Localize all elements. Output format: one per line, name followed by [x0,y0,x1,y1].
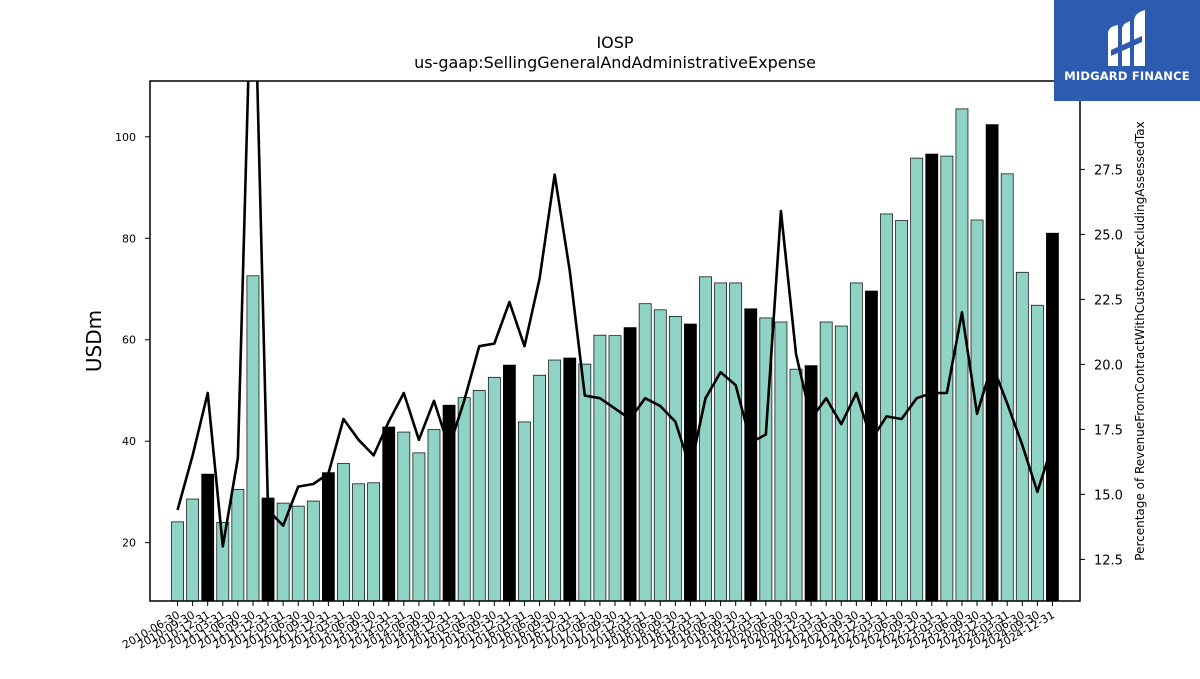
bar [367,482,381,602]
bar [925,153,939,602]
bar [1046,232,1059,602]
bar [910,157,924,602]
bar [834,325,848,602]
bar [457,397,471,602]
y-axis-label: USDm [82,310,106,372]
left-axis: 20 40 60 80 100 [115,131,150,550]
bar [865,290,878,602]
bar [714,282,727,602]
bar [322,472,335,602]
y-tick-label: 80 [122,232,136,245]
bar [819,321,833,602]
brand-logo-text: MIDGARD FINANCE [1064,69,1190,83]
chart-title: IOSP [596,33,633,52]
bar [518,421,531,602]
bar [548,359,562,602]
y2-tick-label: 15.0 [1094,488,1123,503]
bar [337,463,350,602]
bar [472,390,486,602]
y-tick-label: 60 [122,334,136,347]
bar [201,473,215,602]
y2-axis-label: Percentage of RevenueFromContractWithCus… [1133,121,1147,560]
y-tick-label: 20 [122,537,136,550]
bar [563,357,577,602]
bar [638,303,652,602]
bar [940,155,954,602]
bar [352,483,365,602]
ratio-line [176,81,1054,548]
brand-logo: MIDGARD FINANCE [1054,0,1200,101]
bar [699,276,712,602]
bar [231,489,245,602]
bar [789,368,803,602]
bar [985,124,999,602]
bar [955,108,969,602]
bar [744,308,758,602]
y-tick-label: 100 [115,131,136,144]
y2-tick-label: 22.5 [1094,293,1123,308]
bars-layer [171,108,1059,602]
line-layer [176,81,1054,548]
bar [593,334,607,602]
bar [1000,173,1014,602]
y-tick-label: 40 [122,435,136,448]
bar [171,521,184,602]
y2-tick-label: 17.5 [1094,423,1123,438]
bar [774,321,788,602]
bar [397,431,411,602]
y2-tick-label: 20.0 [1094,358,1123,373]
bar [608,335,622,602]
midgard-logo-icon [1108,10,1145,66]
bar [729,282,743,602]
bar [533,374,546,602]
chart-subtitle: us-gaap:SellingGeneralAndAdministrativeE… [414,53,816,72]
bar [427,429,441,602]
bar [880,213,893,602]
bar [1030,304,1044,602]
bar [487,376,501,602]
y2-tick-label: 27.5 [1094,163,1123,178]
right-axis: 12.5 15.0 17.5 20.0 22.5 25.0 27.5 [1080,163,1123,568]
bar [668,316,682,602]
bar [291,505,305,602]
bar [623,327,637,602]
bar [186,498,200,602]
bar [895,220,909,602]
bar [849,282,863,602]
x-axis: 2010-06-302010-09-302010-12-312011-03-31… [120,601,1057,652]
bar [578,363,592,602]
y2-tick-label: 12.5 [1094,553,1123,568]
bar [653,309,667,602]
bar [246,275,260,602]
bar [306,500,320,602]
y2-tick-label: 25.0 [1094,228,1123,243]
bar [412,452,426,602]
bar [382,426,396,602]
bar [503,364,516,602]
